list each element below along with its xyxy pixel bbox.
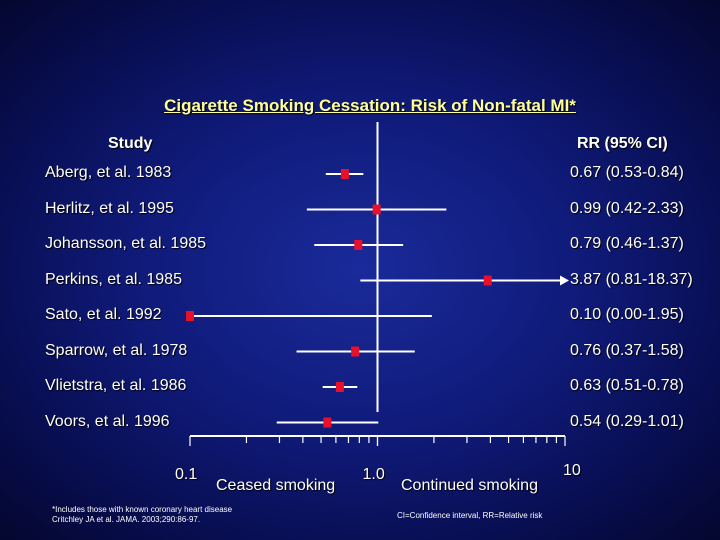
ci-arrow [560, 275, 569, 286]
x-tick-label-10: 10 [563, 462, 581, 479]
study-name: Johansson, et al. 1985 [45, 235, 207, 252]
study-name: Herlitz, et al. 1995 [45, 199, 174, 217]
rr-header: RR (95% CI) [577, 135, 668, 152]
study-header: Study [108, 135, 153, 152]
footnote-line-1: *Includes those with known coronary hear… [52, 505, 233, 514]
rr-marker [351, 346, 360, 357]
rr-marker [335, 382, 344, 392]
rr-ci-value: 0.99 (0.42-2.33) [570, 199, 684, 217]
ceased-smoking-label: Ceased smoking [216, 477, 336, 494]
x-tick-label-0.1: 0.1 [175, 466, 198, 483]
study-name: Voors, et al. 1996 [45, 412, 170, 430]
rr-marker [323, 417, 332, 428]
study-name: Sparrow, et al. 1978 [45, 341, 188, 359]
study-name: Vlietstra, et al. 1986 [45, 377, 187, 394]
rr-ci-value: 0.79 (0.46-1.37) [570, 235, 684, 252]
ci-abbreviation-note: CI=Confidence interval, RR=Relative risk [397, 511, 543, 520]
footnote: *Includes those with known coronary hear… [52, 505, 232, 525]
rr-marker [186, 311, 194, 321]
study-name: Sato, et al. 1992 [45, 306, 162, 323]
rr-ci-value: 0.76 (0.37-1.58) [570, 341, 684, 359]
rr-marker [340, 169, 349, 179]
rr-marker [354, 240, 363, 250]
rr-ci-value: 0.54 (0.29-1.01) [570, 412, 684, 430]
study-name: Aberg, et al. 1983 [45, 164, 172, 181]
footnote-citation: Critchley JA et al. JAMA. 2003;290:86-97… [52, 515, 201, 524]
rr-ci-value: 0.67 (0.53-0.84) [570, 164, 684, 181]
slide-title: Cigarette Smoking Cessation: Risk of Non… [164, 96, 576, 115]
rr-ci-value: 0.10 (0.00-1.95) [570, 306, 684, 323]
study-name: Perkins, et al. 1985 [45, 270, 182, 288]
x-tick-label-1.0: 1.0 [362, 466, 385, 483]
rr-marker [483, 275, 492, 286]
rr-ci-value: 3.87 (0.81-18.37) [570, 270, 693, 288]
rr-ci-value: 0.63 (0.51-0.78) [570, 377, 684, 394]
rr-marker [372, 204, 381, 215]
continued-smoking-label: Continued smoking [401, 477, 538, 494]
